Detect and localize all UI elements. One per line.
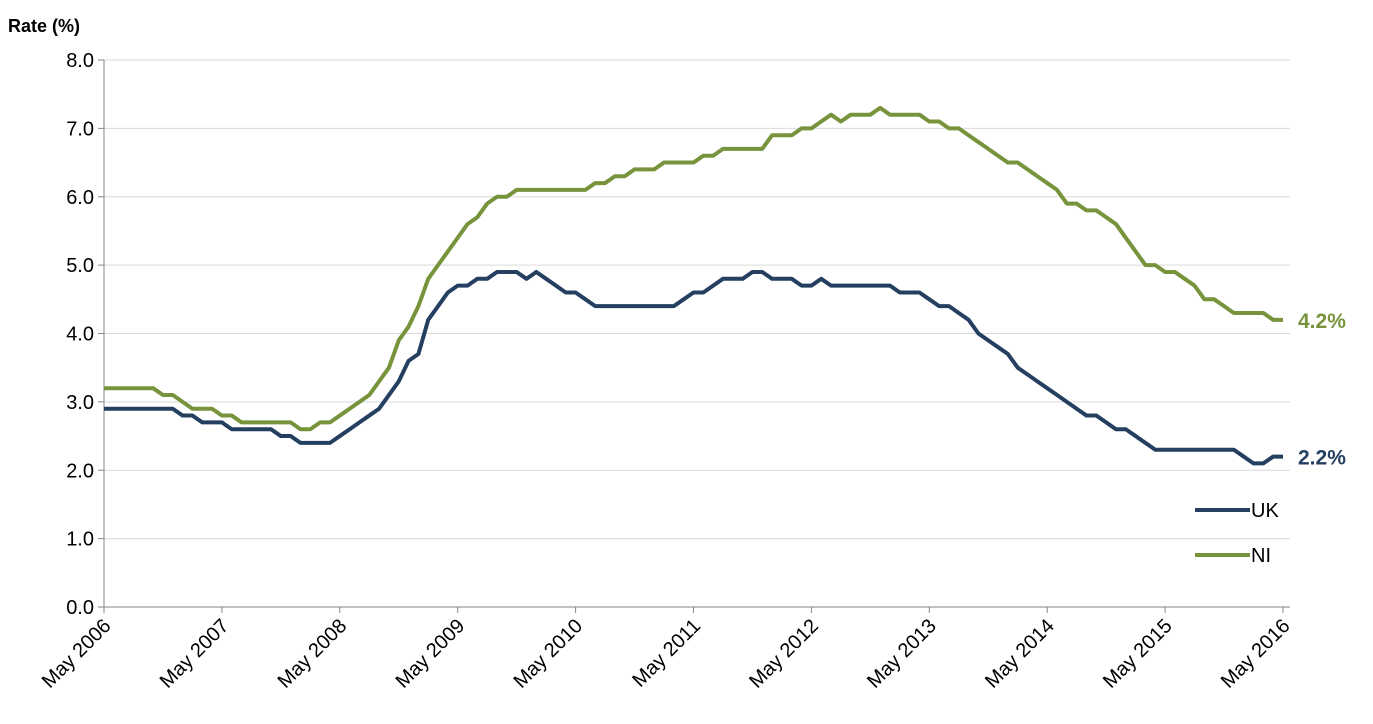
y-tick-label: 8.0 — [66, 50, 94, 72]
x-tick-label: May 2015 — [1099, 615, 1177, 693]
y-tick-label: 2.0 — [66, 460, 94, 482]
x-tick-label: May 2008 — [274, 615, 352, 693]
y-tick-label: 0.0 — [66, 597, 94, 619]
x-tick-label: May 2012 — [745, 615, 823, 693]
x-tick-label: May 2016 — [1217, 615, 1295, 693]
end-value-label: 4.2% — [1298, 310, 1346, 333]
x-tick-label: May 2006 — [38, 615, 116, 693]
y-tick-label: 4.0 — [66, 324, 94, 346]
y-axis-title: Rate (%) — [8, 16, 80, 36]
y-tick-label: 5.0 — [66, 255, 94, 277]
end-value-label: 2.2% — [1298, 447, 1346, 470]
legend-label: NI — [1251, 545, 1271, 567]
legend-label: UK — [1251, 500, 1279, 522]
x-tick-label: May 2010 — [509, 615, 587, 693]
y-tick-label: 6.0 — [66, 187, 94, 209]
series-line — [104, 105, 1283, 432]
x-tick-label: May 2007 — [156, 615, 234, 693]
x-tick-label: May 2014 — [981, 615, 1059, 693]
y-tick-label: 3.0 — [66, 392, 94, 414]
series-line — [104, 269, 1283, 466]
y-tick-label: 1.0 — [66, 529, 94, 551]
x-tick-label: May 2013 — [863, 615, 941, 693]
x-tick-label: May 2011 — [628, 615, 705, 692]
x-tick-label: May 2009 — [392, 615, 470, 693]
y-tick-label: 7.0 — [66, 118, 94, 140]
